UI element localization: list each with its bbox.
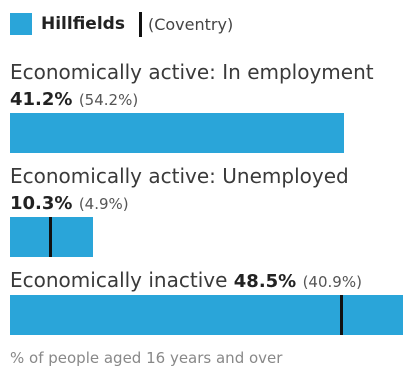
row-comparison: (40.9%): [302, 273, 362, 291]
row-title: Economically active: In employment: [10, 60, 374, 84]
chart-legend: Hillfields (Coventry): [10, 9, 233, 39]
row-title: Economically active: Unemployed: [10, 164, 349, 188]
row-title: Economically inactive: [10, 268, 228, 292]
comparison-marker-unemployed: [48, 217, 52, 257]
row-value: 48.5%: [233, 271, 297, 292]
row-comparison: (4.9%): [78, 195, 129, 213]
row-label-inactive: Economically inactive 48.5% (40.9%): [10, 268, 362, 292]
bar-in-employment: [10, 113, 344, 153]
legend-area-name: Hillfields: [41, 14, 125, 34]
row-values-unemployed: 10.3% (4.9%): [10, 190, 129, 214]
bar-track-inactive: [10, 295, 415, 335]
bar-track-in-employment: [10, 113, 415, 153]
legend-comparison-name: (Coventry): [147, 14, 234, 34]
row-label-in-employment: Economically active: In employment: [10, 60, 374, 84]
row-value: 10.3%: [10, 193, 73, 214]
bar-inactive: [10, 295, 403, 335]
legend-swatch-hillfields: [10, 13, 32, 35]
legend-comparison-marker: [138, 11, 142, 37]
chart-footnote: % of people aged 16 years and over: [10, 349, 283, 367]
bar-unemployed: [10, 217, 94, 257]
row-label-unemployed: Economically active: Unemployed: [10, 164, 349, 188]
comparison-marker-inactive: [340, 295, 344, 335]
row-value: 41.2%: [10, 89, 73, 110]
row-comparison: (54.2%): [78, 91, 139, 109]
row-values-in-employment: 41.2% (54.2%): [10, 86, 138, 110]
bar-track-unemployed: [10, 217, 415, 257]
